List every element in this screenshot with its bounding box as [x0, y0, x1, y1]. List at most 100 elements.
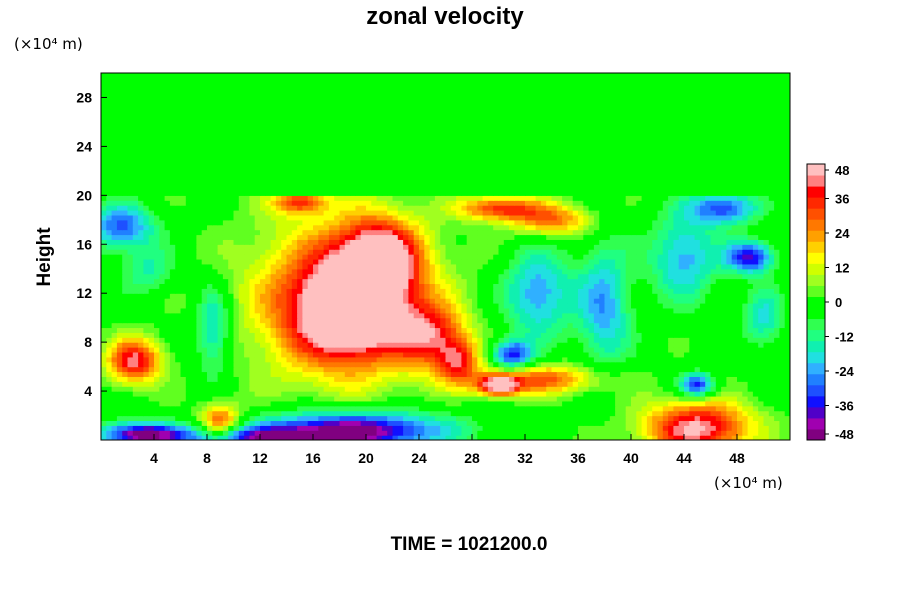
heatmap-cell	[699, 327, 706, 333]
heatmap-cell	[742, 371, 749, 377]
heatmap-cell	[434, 288, 441, 294]
heatmap-cell	[286, 420, 293, 426]
heatmap-cell	[758, 395, 765, 402]
heatmap-cell	[668, 317, 674, 324]
heatmap-cell	[599, 273, 606, 280]
heatmap-cell	[275, 263, 282, 270]
heatmap-cell	[297, 317, 303, 324]
heatmap-cell	[503, 366, 510, 373]
heatmap-cell	[169, 312, 176, 319]
heatmap-cell	[482, 435, 489, 440]
heatmap-cell	[275, 420, 282, 426]
heatmap-cell	[132, 356, 139, 363]
heatmap-cell	[721, 332, 727, 338]
heatmap-cell	[440, 337, 447, 343]
heatmap-cell	[567, 288, 574, 294]
heatmap-cell	[307, 420, 314, 426]
heatmap-cell	[371, 376, 378, 382]
heatmap-cell	[715, 400, 722, 407]
heatmap-cell	[138, 376, 144, 382]
heatmap-cell	[185, 435, 192, 440]
heatmap-cell	[752, 347, 759, 353]
heatmap-cell	[540, 258, 547, 265]
heatmap-cell	[185, 391, 192, 397]
heatmap-cell	[562, 332, 568, 338]
heatmap-cell	[291, 258, 298, 265]
heatmap-cell	[487, 322, 494, 329]
heatmap-cell	[132, 435, 139, 440]
heatmap-cell	[397, 268, 404, 275]
heatmap-cell	[546, 322, 553, 329]
heatmap-cell	[339, 435, 346, 440]
heatmap-cell	[599, 258, 606, 265]
heatmap-cell	[450, 405, 457, 412]
heatmap-cell	[260, 347, 266, 353]
heatmap-cell	[260, 376, 266, 382]
heatmap-cell	[525, 430, 531, 436]
heatmap-cell	[519, 268, 526, 275]
heatmap-cell	[472, 400, 478, 407]
heatmap-cell	[450, 410, 457, 417]
heatmap-cell	[318, 351, 325, 358]
heatmap-cell	[116, 405, 123, 412]
heatmap-cell	[350, 278, 356, 285]
heatmap-cell	[254, 258, 261, 265]
heatmap-cell	[233, 420, 240, 426]
heatmap-cell	[530, 400, 537, 407]
heatmap-cell	[551, 371, 558, 377]
heatmap-cell	[207, 386, 213, 392]
heatmap-cell	[212, 342, 219, 348]
heatmap-cell	[768, 273, 775, 280]
heatmap-cell	[747, 317, 754, 324]
heatmap-cell	[588, 361, 595, 368]
heatmap-cell	[472, 351, 478, 358]
heatmap-cell	[138, 273, 144, 280]
heatmap-cell	[784, 351, 790, 358]
heatmap-cell	[493, 347, 500, 353]
heatmap-cell	[768, 298, 775, 304]
heatmap-cell	[387, 254, 394, 260]
heatmap-cell	[154, 356, 160, 363]
heatmap-cell	[313, 415, 319, 422]
heatmap-cell	[562, 356, 568, 363]
heatmap-cell	[143, 322, 150, 329]
heatmap-cell	[551, 298, 558, 304]
heatmap-cell	[588, 425, 595, 431]
heatmap-cell	[684, 288, 690, 294]
heatmap-cell	[546, 312, 553, 319]
heatmap-cell	[101, 395, 107, 402]
heatmap-cell	[249, 415, 256, 422]
heatmap-cell	[758, 307, 765, 314]
heatmap-cell	[434, 405, 441, 412]
heatmap-cell	[164, 332, 171, 338]
heatmap-cell	[774, 366, 780, 373]
heatmap-cell	[768, 263, 775, 270]
heatmap-cell	[498, 435, 505, 440]
heatmap-cell	[615, 293, 621, 299]
heatmap-cell	[758, 254, 765, 260]
heatmap-cell	[498, 302, 505, 309]
heatmap-cell	[366, 249, 372, 255]
heatmap-cell	[461, 254, 468, 260]
heatmap-cell	[366, 337, 372, 343]
heatmap-cell	[424, 395, 431, 402]
heatmap-cell	[217, 254, 224, 260]
heatmap-cell	[662, 395, 669, 402]
heatmap-cell	[519, 386, 526, 392]
heatmap-cell	[445, 420, 452, 426]
heatmap-cell	[498, 386, 505, 392]
heatmap-cell	[620, 293, 627, 299]
heatmap-cell	[207, 391, 213, 397]
heatmap-cell	[143, 263, 150, 270]
heatmap-cell	[774, 361, 780, 368]
heatmap-cell	[445, 400, 452, 407]
heatmap-cell	[185, 283, 192, 289]
heatmap-cell	[265, 347, 272, 353]
heatmap-cell	[344, 254, 351, 260]
heatmap-cell	[604, 371, 611, 377]
heatmap-cell	[238, 366, 245, 373]
heatmap-cell	[779, 263, 786, 270]
heatmap-cell	[461, 386, 468, 392]
heatmap-cell	[201, 312, 208, 319]
heatmap-cell	[238, 395, 245, 402]
